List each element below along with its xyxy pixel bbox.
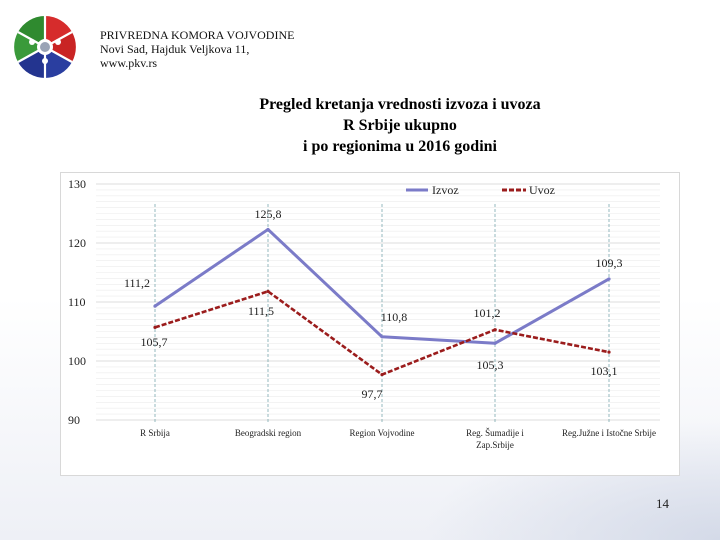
- data-label: 111,2: [124, 276, 150, 290]
- logo-blue-segment-2: [18, 47, 45, 78]
- data-point-uvoz: [607, 350, 611, 354]
- data-label: 111,5: [248, 304, 274, 318]
- y-tick-label: 130: [68, 177, 86, 191]
- organization-address: Novi Sad, Hajduk Veljkova 11,: [100, 42, 250, 56]
- x-category-label: Reg. Šumadije i: [466, 428, 524, 438]
- organization-website: www.pkv.rs: [100, 56, 158, 70]
- x-category-label: Region Vojvodine: [350, 428, 415, 438]
- y-tick-label: 90: [68, 413, 80, 427]
- data-point-izvoz: [266, 227, 270, 232]
- data-point-izvoz: [493, 341, 497, 345]
- data-point-uvoz: [493, 328, 497, 332]
- data-label: 105,3: [477, 358, 504, 372]
- slide-title: Pregled kretanja vrednosti izvoza i uvoz…: [200, 94, 600, 157]
- organization-info: PRIVREDNA KOMORA VOJVODINE Novi Sad, Haj…: [100, 28, 294, 70]
- data-point-uvoz: [153, 325, 157, 329]
- title-line-3: i po regionima u 2016 godini: [303, 138, 497, 155]
- title-line-2: R Srbije ukupno: [343, 117, 457, 134]
- chamber-logo-icon: [14, 16, 76, 78]
- data-point-izvoz: [380, 335, 384, 339]
- data-point-izvoz: [607, 277, 611, 281]
- logo-green-segment-2: [18, 16, 45, 47]
- x-category-label: R Srbija: [140, 428, 170, 438]
- legend-label: Uvoz: [529, 183, 555, 197]
- x-category-label: Reg.Južne i Istočne Srbije: [562, 428, 656, 438]
- data-point-uvoz: [266, 289, 270, 293]
- y-tick-label: 120: [68, 236, 86, 250]
- y-tick-label: 110: [68, 295, 86, 309]
- data-point-uvoz: [380, 372, 384, 377]
- x-category-label: Beogradski region: [235, 428, 302, 438]
- logo-blue-segment: [45, 47, 72, 78]
- y-tick-label: 100: [68, 354, 86, 368]
- logo-red-segment-2: [45, 32, 76, 62]
- data-label: 110,8: [381, 310, 408, 324]
- data-label: 103,1: [591, 364, 618, 378]
- data-label: 105,7: [141, 335, 168, 349]
- page-number: 14: [656, 496, 669, 511]
- data-label: 97,7: [362, 387, 383, 401]
- organization-name: PRIVREDNA KOMORA VOJVODINE: [100, 28, 295, 42]
- series-line-uvoz: [154, 290, 610, 376]
- data-label: 101,2: [474, 306, 501, 320]
- data-label: 125,8: [255, 207, 282, 221]
- x-category-label: Zap.Srbije: [476, 440, 514, 450]
- logo-red-segment: [45, 16, 72, 47]
- legend-label: Izvoz: [432, 183, 459, 197]
- data-point-izvoz: [153, 304, 157, 308]
- logo-green-segment: [14, 32, 45, 62]
- data-label: 109,3: [596, 256, 623, 270]
- title-line-1: Pregled kretanja vrednosti izvoza i uvoz…: [259, 96, 541, 113]
